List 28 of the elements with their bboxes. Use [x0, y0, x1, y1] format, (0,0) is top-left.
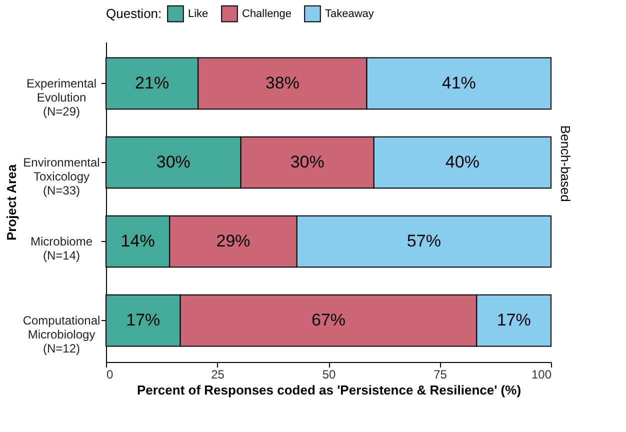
y-tick-label: Environmental Toxicology (N=33) — [23, 155, 100, 198]
data-label: 38% — [265, 73, 300, 92]
y-axis-title: Project Area — [4, 164, 19, 241]
data-label: 14% — [120, 232, 155, 251]
x-tick-label: 25 — [211, 368, 225, 382]
x-tick-label: 50 — [322, 368, 336, 382]
data-label: 17% — [496, 310, 531, 330]
data-label: 17% — [126, 310, 160, 330]
data-label: 67% — [311, 310, 346, 330]
y-tick-label: Experimental Evolution (N=29) — [26, 76, 97, 118]
y-tick-label: Computational Microbiology (N=12) — [22, 314, 100, 356]
y-tick-label: Microbiome (N=14) — [30, 234, 93, 263]
x-tick-label: 0 — [106, 368, 114, 382]
data-label: 57% — [406, 232, 441, 251]
data-label: 30% — [290, 152, 324, 172]
x-tick-label: 100 — [531, 368, 552, 382]
legend-title: Question: — [106, 6, 162, 21]
legend-label: Takeaway — [325, 8, 374, 20]
legend-label: Challenge — [242, 8, 292, 20]
data-label: 21% — [135, 73, 170, 92]
data-label: 41% — [442, 73, 476, 92]
legend-label: Like — [188, 8, 208, 20]
x-tick-label: 75 — [434, 368, 448, 382]
x-axis-title: Percent of Responses coded as 'Persistence & Resilience' (%) — [136, 382, 522, 398]
data-label: 29% — [216, 232, 250, 251]
data-label: 30% — [156, 152, 190, 172]
data-label: 40% — [445, 152, 480, 172]
text: Bench-based — [558, 125, 573, 202]
